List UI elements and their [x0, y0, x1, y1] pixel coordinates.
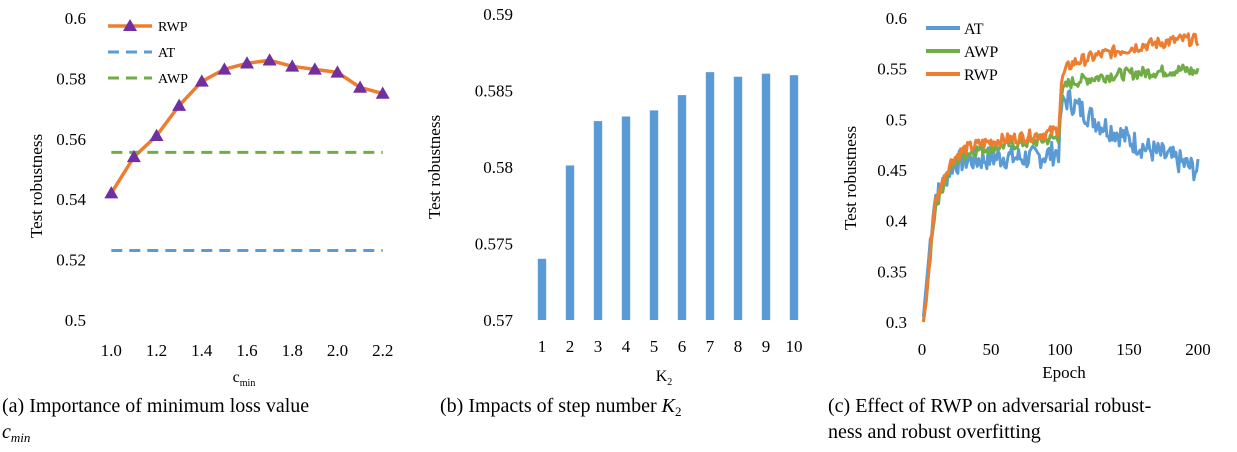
chart-b-xlabel-main: K — [656, 368, 668, 385]
chart-b-ytick-0: 0.57 — [483, 311, 513, 330]
chart-b-bar-3 — [621, 116, 631, 320]
chart-c-xtick-2: 100 — [1047, 340, 1073, 359]
chart-a-point-9 — [307, 62, 322, 75]
chart-b-xtick-0: 1 — [538, 337, 547, 356]
chart-a-xtick-1: 1.2 — [146, 341, 167, 360]
chart-c-ytick-6: 0.6 — [886, 9, 907, 28]
caption-b-text: (b) Impacts of step number — [440, 395, 657, 417]
chart-c-legend-label-0: AT — [964, 21, 984, 38]
chart-a-point-7 — [262, 53, 277, 66]
chart-c-xlabel: Epoch — [1042, 363, 1086, 382]
caption-b-math-main: K — [661, 395, 677, 417]
chart-b-ylabel: Test robustness — [425, 115, 444, 219]
chart-a-xtick-0: 1.0 — [101, 341, 122, 360]
caption-a-math: cmin — [2, 421, 30, 445]
chart-a-xtick-2: 1.4 — [191, 341, 213, 360]
chart-b-xtick-8: 9 — [762, 337, 771, 356]
chart-b-xtick-5: 6 — [678, 337, 687, 356]
chart-a-point-1 — [126, 149, 141, 163]
chart-a-xlabel-sub: min — [240, 378, 256, 389]
chart-a-legend-marker-0 — [123, 19, 137, 31]
caption-a-math-sub: min — [11, 430, 31, 445]
chart-b-bar-9 — [789, 75, 799, 320]
chart-b-bar-8 — [761, 73, 771, 320]
chart-a: Test robustness 0.5 0.52 0.54 0.56 0.58 0.6 1… — [27, 9, 393, 389]
chart-b-xtick-1: 2 — [566, 337, 575, 356]
chart-c-xtick-0: 0 — [918, 340, 927, 359]
chart-a-ytick-0: 0.5 — [65, 311, 86, 330]
chart-b-xtick-4: 5 — [650, 337, 659, 356]
chart-b-bar-7 — [733, 76, 743, 320]
chart-a-ytick-5: 0.6 — [65, 9, 86, 28]
chart-c-xtick-1: 50 — [983, 340, 1000, 359]
chart-b-xtick-6: 7 — [706, 337, 715, 356]
caption-a-math-main: c — [2, 421, 11, 443]
chart-b-xtick-7: 8 — [734, 337, 743, 356]
chart-b-bar-4 — [649, 110, 659, 320]
chart-a-xlabel: cmin — [233, 369, 256, 389]
chart-c-series-rwp — [921, 32, 1200, 323]
chart-c-ytick-1: 0.35 — [877, 262, 907, 281]
chart-b: Test robustness 0.57 0.575 0.58 0.585 0.59 1… — [425, 5, 803, 388]
chart-c-ytick-0: 0.3 — [886, 313, 907, 332]
chart-b-ytick-2: 0.58 — [483, 158, 513, 177]
caption-b: (b) Impacts of step number K2 — [440, 395, 681, 419]
chart-c-legend-label-2: RWP — [964, 67, 998, 84]
chart-b-bar-5 — [677, 95, 687, 320]
chart-c-ytick-3: 0.45 — [877, 161, 907, 180]
chart-c-ytick-5: 0.55 — [877, 60, 907, 79]
chart-a-legend-label-0: RWP — [158, 20, 188, 35]
chart-a-xtick-3: 1.6 — [236, 341, 257, 360]
chart-b-xtick-2: 3 — [594, 337, 603, 356]
chart-a-point-0 — [104, 186, 119, 199]
chart-a-xtick-6: 2.2 — [372, 341, 393, 360]
chart-b-ytick-1: 0.575 — [475, 235, 513, 254]
chart-b-bar-6 — [705, 72, 715, 320]
chart-c-legend-label-1: AWP — [964, 44, 998, 61]
chart-a-legend-label-1: AT — [158, 46, 176, 61]
chart-a-point-5 — [217, 62, 232, 75]
chart-a-ytick-4: 0.58 — [56, 69, 86, 88]
caption-a-text: (a) Importance of minimum loss value — [2, 395, 309, 417]
caption-b-math-sub: 2 — [675, 404, 682, 419]
chart-c-xtick-4: 200 — [1185, 340, 1211, 359]
chart-a-point-8 — [285, 59, 300, 72]
chart-a-xlabel-main: c — [233, 369, 240, 386]
caption-c-line1: (c) Effect of RWP on adversarial robust- — [828, 395, 1151, 417]
chart-c-ylabel: Test robustness — [841, 126, 860, 230]
caption-a: (a) Importance of minimum loss value — [2, 395, 309, 417]
chart-b-xlabel-sub: 2 — [667, 377, 672, 388]
chart-a-point-4 — [194, 74, 209, 87]
chart-a-point-11 — [353, 80, 368, 93]
chart-b-bar-2 — [593, 121, 603, 320]
chart-b-xtick-9: 10 — [786, 337, 803, 356]
chart-a-legend-label-2: AWP — [158, 72, 188, 87]
chart-a-point-10 — [330, 65, 345, 78]
chart-b-ytick-3: 0.585 — [475, 82, 513, 101]
chart-b-ytick-4: 0.59 — [483, 5, 513, 24]
chart-a-xtick-4: 1.8 — [282, 341, 303, 360]
chart-b-bar-1 — [565, 165, 575, 320]
chart-b-bar-0 — [537, 258, 547, 320]
chart-a-ytick-1: 0.52 — [56, 251, 86, 270]
chart-a-ytick-2: 0.54 — [56, 190, 86, 209]
chart-c-ytick-2: 0.4 — [886, 212, 908, 231]
chart-a-ytick-3: 0.56 — [56, 130, 86, 149]
chart-a-point-6 — [240, 56, 254, 69]
chart-a-point-12 — [375, 86, 390, 99]
chart-c-xtick-3: 150 — [1116, 340, 1142, 359]
chart-b-xtick-3: 4 — [622, 337, 631, 356]
chart-b-xlabel: K2 — [656, 368, 673, 388]
chart-c-ytick-4: 0.5 — [886, 110, 907, 129]
caption-c-line2: ness and robust overfitting — [828, 421, 1041, 443]
chart-a-ylabel: Test robustness — [27, 134, 46, 238]
chart-a-series-rwp — [109, 58, 384, 195]
chart-a-point-2 — [149, 128, 164, 142]
chart-a-xtick-5: 2.0 — [327, 341, 348, 360]
chart-a-point-3 — [172, 98, 187, 111]
chart-c: Test robustness 0.3 0.35 0.4 0.45 0.5 0.55 0.6… — [841, 9, 1211, 382]
